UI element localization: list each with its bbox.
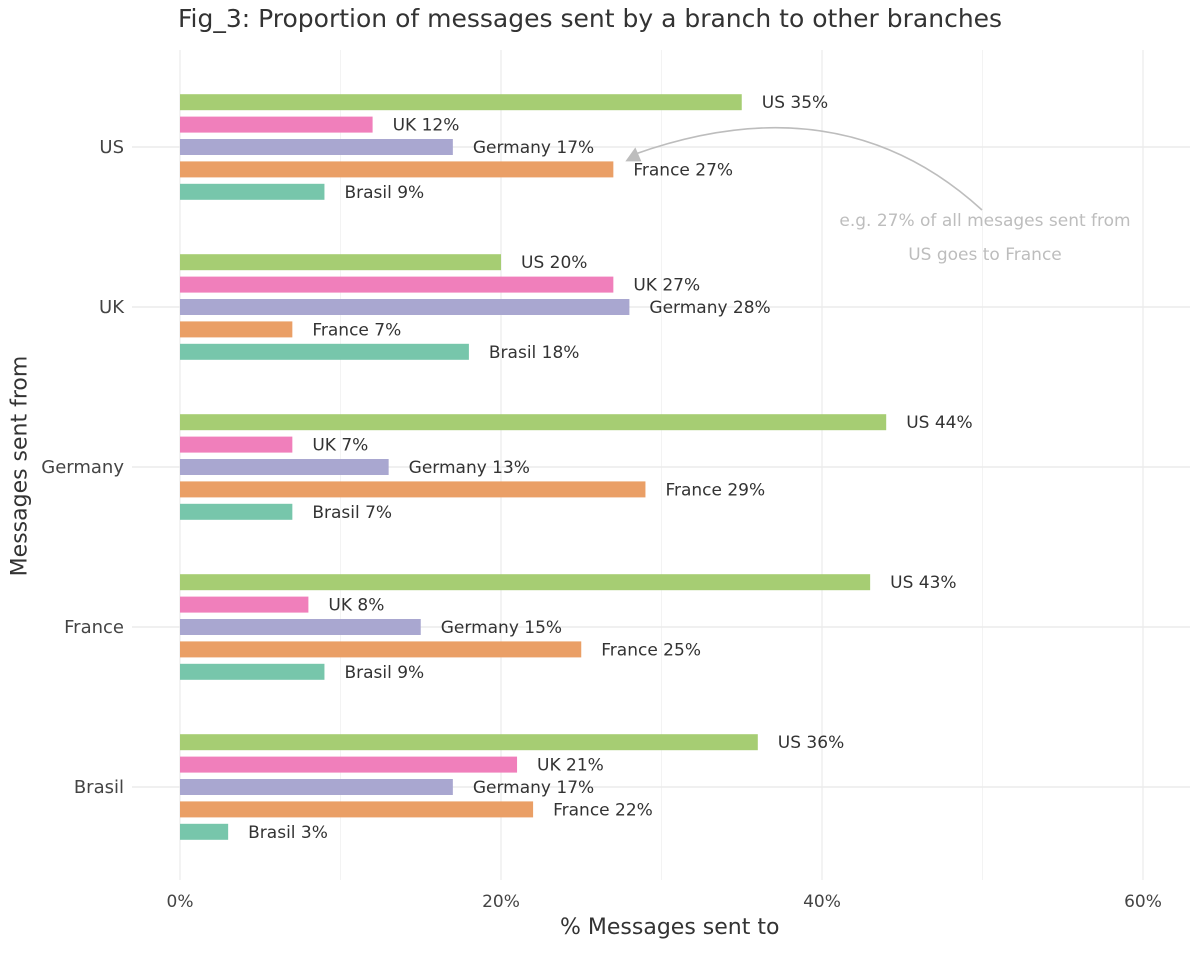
bar-uk-to-germany [180, 299, 630, 315]
data-label-us-to-uk: UK 12% [393, 116, 460, 136]
data-label-uk-to-uk: UK 27% [633, 276, 700, 296]
data-label-france-to-uk: UK 8% [328, 596, 384, 616]
data-label-france-to-germany: Germany 15% [441, 618, 562, 638]
y-tick-label: US [99, 137, 124, 158]
bar-germany-to-uk [180, 436, 293, 453]
x-tick-label: 40% [803, 892, 841, 912]
y-tick-label: Brasil [74, 777, 124, 798]
y-axis-label: Messages sent from [7, 355, 33, 577]
data-label-uk-to-france: France 7% [312, 320, 401, 340]
x-tick-label: 20% [482, 892, 520, 912]
y-tick-label: France [64, 617, 124, 638]
data-label-us-to-brasil: Brasil 9% [344, 183, 424, 203]
bar-germany-to-brasil [180, 503, 293, 520]
bar-us-to-brasil [180, 183, 325, 200]
data-label-brasil-to-uk: UK 21% [537, 756, 604, 776]
data-label-us-to-germany: Germany 17% [473, 138, 594, 158]
annotation-text-line: US goes to France [908, 245, 1062, 265]
bar-brasil-to-uk [180, 756, 518, 773]
x-axis-label: % Messages sent to [560, 915, 780, 940]
data-label-us-to-france: France 27% [633, 160, 733, 180]
data-label-germany-to-germany: Germany 13% [409, 458, 530, 478]
bar-germany-to-france [180, 481, 646, 498]
data-label-germany-to-france: France 29% [665, 480, 765, 500]
bar-brasil-to-germany [180, 779, 453, 795]
bar-uk-to-brasil [180, 343, 469, 360]
data-label-brasil-to-germany: Germany 17% [473, 778, 594, 798]
data-label-germany-to-uk: UK 7% [312, 436, 368, 456]
bar-germany-to-germany [180, 459, 389, 475]
bar-france-to-france [180, 641, 582, 658]
y-tick-label: UK [99, 297, 125, 318]
bar-brasil-to-us [180, 734, 758, 751]
x-tick-label: 0% [167, 892, 194, 912]
data-label-uk-to-us: US 20% [521, 253, 587, 273]
data-label-uk-to-brasil: Brasil 18% [489, 343, 580, 363]
data-label-brasil-to-france: France 22% [553, 800, 653, 820]
bar-france-to-germany [180, 619, 421, 635]
chart-title: Fig_3: Proportion of messages sent by a … [178, 4, 1003, 33]
bar-us-to-germany [180, 139, 453, 155]
bar-uk-to-uk [180, 276, 614, 293]
bar-uk-to-france [180, 321, 293, 338]
data-label-germany-to-brasil: Brasil 7% [312, 503, 392, 523]
bar-us-to-us [180, 94, 742, 111]
data-label-france-to-us: US 43% [890, 573, 956, 593]
y-tick-label: Germany [41, 457, 124, 478]
bar-france-to-us [180, 574, 871, 591]
data-label-france-to-brasil: Brasil 9% [344, 663, 424, 683]
bar-us-to-uk [180, 116, 373, 133]
bar-uk-to-us [180, 254, 501, 271]
annotation-text-line: e.g. 27% of all mesages sent from [839, 211, 1130, 231]
data-label-uk-to-germany: Germany 28% [649, 298, 770, 318]
bar-brasil-to-france [180, 801, 534, 818]
annotation-arrowhead [625, 147, 642, 162]
bar-us-to-france [180, 161, 614, 178]
data-label-us-to-us: US 35% [762, 93, 828, 113]
bar-germany-to-us [180, 414, 887, 431]
data-label-brasil-to-us: US 36% [778, 733, 844, 753]
annotation-arrow [631, 126, 983, 211]
data-label-germany-to-us: US 44% [906, 413, 972, 433]
x-tick-label: 60% [1124, 892, 1162, 912]
bar-brasil-to-brasil [180, 823, 229, 840]
bar-france-to-brasil [180, 663, 325, 680]
data-label-brasil-to-brasil: Brasil 3% [248, 823, 328, 843]
bar-france-to-uk [180, 596, 309, 613]
data-label-france-to-france: France 25% [601, 640, 701, 660]
